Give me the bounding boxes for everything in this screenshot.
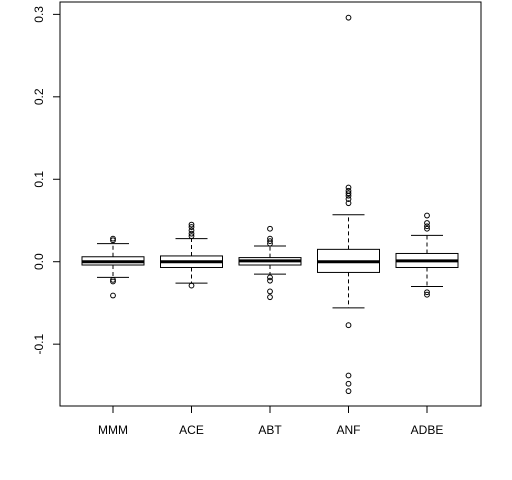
box-anf xyxy=(317,14,380,395)
x-tick-label: ACE xyxy=(179,423,204,437)
outlier-point xyxy=(424,289,430,296)
outlier-point xyxy=(345,184,352,191)
outlier-point xyxy=(188,282,195,289)
box-mmm xyxy=(81,235,145,299)
box-adbe xyxy=(395,212,459,298)
outlier-point xyxy=(345,192,352,199)
outlier-point xyxy=(424,220,430,226)
y-tick-label: -0.1 xyxy=(32,334,46,355)
outlier-point xyxy=(424,212,430,219)
plot-frame xyxy=(59,1,482,407)
outlier-point xyxy=(110,278,116,285)
y-tick-label: 0.2 xyxy=(32,88,46,105)
outlier-point xyxy=(267,238,273,245)
outlier-point xyxy=(110,237,116,244)
x-tick-label: ABT xyxy=(258,423,282,437)
outlier-point xyxy=(110,276,116,283)
outlier-point xyxy=(267,277,273,284)
x-tick-label: ADBE xyxy=(411,423,444,437)
box-abt xyxy=(238,225,302,301)
outlier-point xyxy=(188,224,195,230)
outlier-point xyxy=(267,225,273,232)
outlier-point xyxy=(424,291,430,298)
y-tick-label: 0.3 xyxy=(32,6,46,23)
outlier-point xyxy=(345,388,352,395)
outlier-point xyxy=(188,230,195,237)
outlier-point xyxy=(110,235,116,242)
x-tick-label: ANF xyxy=(337,423,361,437)
outlier-point xyxy=(267,274,273,281)
outlier-point xyxy=(267,288,273,295)
box-ace xyxy=(160,221,223,289)
x-axis: MMM ACE ABT ANF ADBE xyxy=(98,406,443,437)
outlier-point xyxy=(345,196,352,202)
outlier-point xyxy=(345,200,352,207)
outlier-point xyxy=(188,221,195,228)
y-tick-label: 0.0 xyxy=(32,253,46,270)
y-axis: -0.1 0.0 0.1 0.2 0.3 xyxy=(32,6,60,355)
outlier-point xyxy=(267,240,273,247)
outlier-point xyxy=(424,225,430,232)
outlier-point xyxy=(188,227,195,234)
outlier-point xyxy=(345,372,352,379)
outlier-point xyxy=(267,294,273,301)
outlier-point xyxy=(110,292,116,299)
outlier-point xyxy=(345,14,352,21)
y-tick-label: 0.1 xyxy=(32,171,46,188)
outlier-point xyxy=(345,380,352,387)
boxes-group xyxy=(81,14,459,395)
outlier-point xyxy=(424,223,430,230)
outlier-point xyxy=(345,190,352,197)
outlier-point xyxy=(188,233,195,240)
x-tick-label: MMM xyxy=(98,423,128,437)
outlier-point xyxy=(345,322,352,329)
